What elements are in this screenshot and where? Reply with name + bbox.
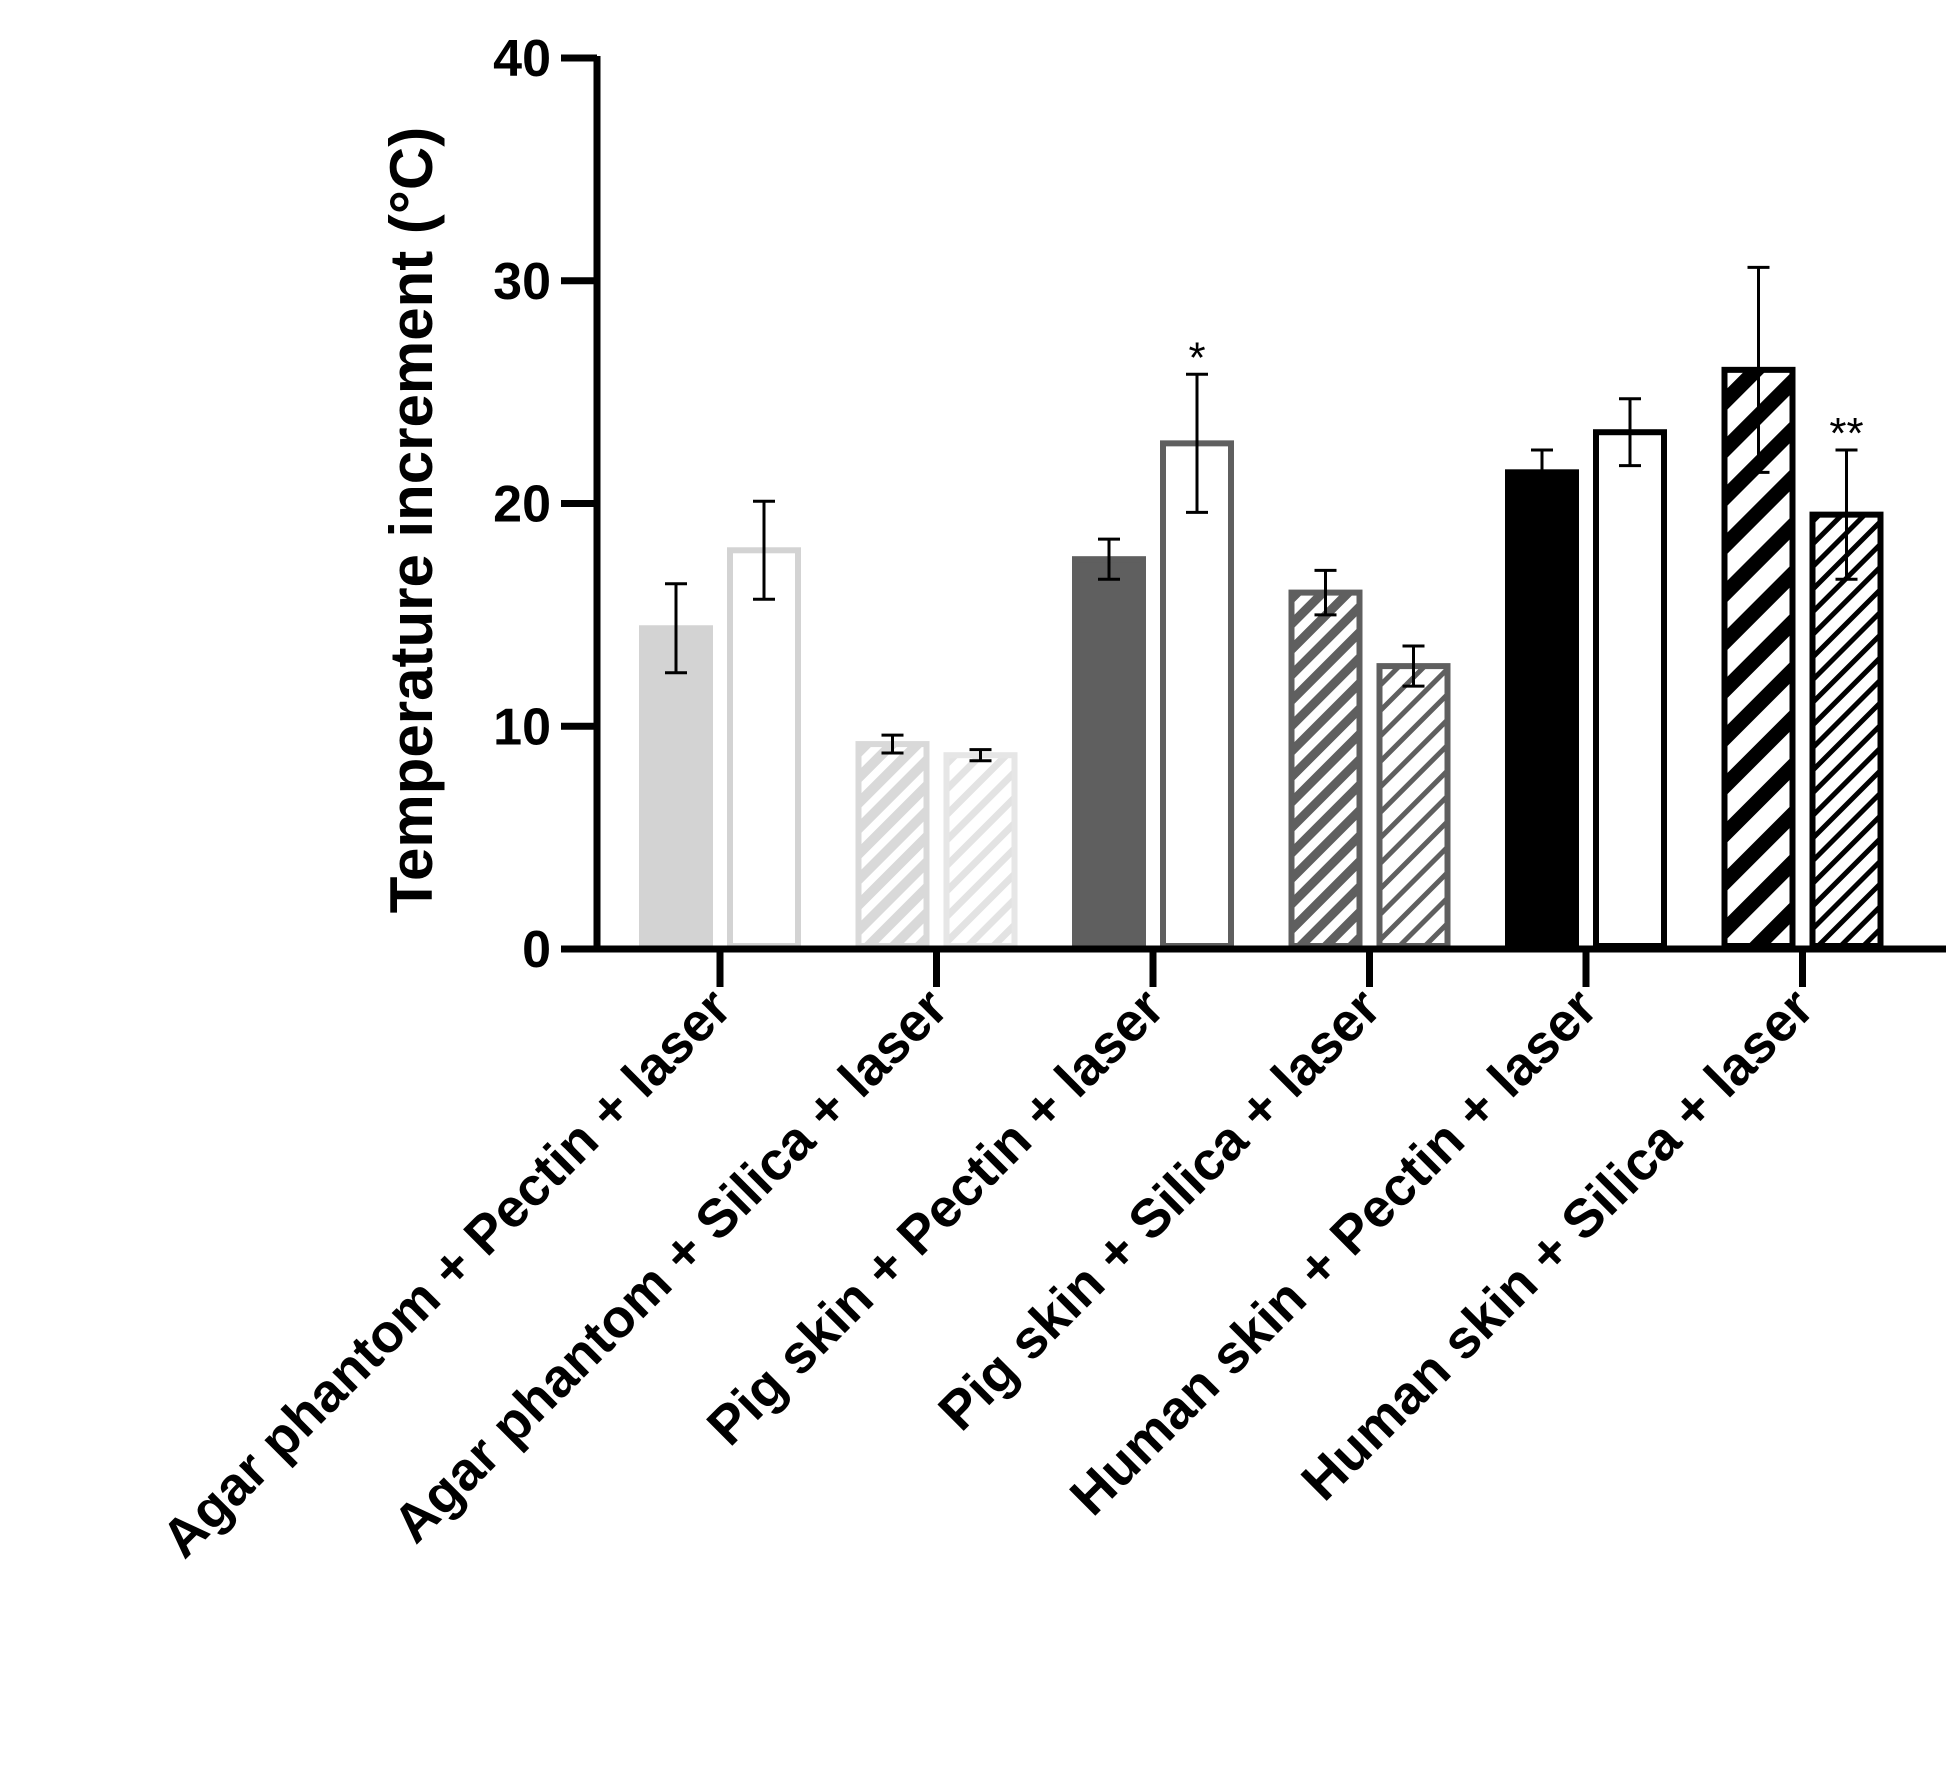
error-bar [665,582,687,675]
y-tick-label: 10 [493,698,551,756]
bar-3-second [1376,663,1451,949]
bar-1-first [855,741,930,949]
error-bars [665,265,1858,763]
bar-4-first [1505,469,1579,949]
error-bar [1314,568,1337,617]
y-tick-label: 20 [493,476,551,534]
significance-labels: *** [1188,333,1863,458]
bar-0-first [639,625,713,949]
bar-2-second [1160,440,1234,949]
bars [639,366,1884,950]
significance-label: * [1188,333,1205,382]
error-bar [881,733,904,755]
y-tick-label: 30 [493,253,551,311]
y-axis-title: Temperature increment (°C) [378,127,445,913]
bar-2-first [1072,556,1146,949]
x-axis-ticks [716,949,1806,987]
category-label: Pig skin + Pectin + laser [696,977,1176,1457]
bar-1-second [943,752,1018,950]
significance-label: ** [1829,409,1863,458]
bar-0-second [727,547,801,950]
error-bar [1619,397,1641,468]
bar-4-second [1593,429,1667,950]
error-bar [1402,644,1425,688]
error-bar [1747,265,1770,474]
bar-3-first [1288,589,1363,949]
y-tick-label: 40 [493,30,551,88]
y-tick-label: 0 [522,921,551,979]
error-bar [753,499,775,601]
error-bar [1835,448,1858,581]
error-bar [1186,372,1208,514]
error-bar [1531,448,1553,497]
category-label: Pig skin + Silica + laser [927,977,1392,1442]
y-axis-ticks: 0 10 20 30 40 [493,30,597,979]
error-bar [969,748,992,763]
error-bar [1098,537,1120,581]
